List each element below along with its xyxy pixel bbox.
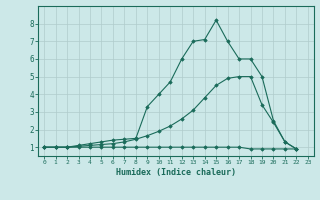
X-axis label: Humidex (Indice chaleur): Humidex (Indice chaleur) (116, 168, 236, 177)
